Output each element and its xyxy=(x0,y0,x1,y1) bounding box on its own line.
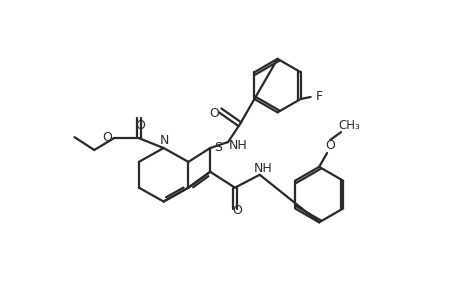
Text: N: N xyxy=(160,134,169,147)
Text: O: O xyxy=(325,139,334,152)
Text: S: S xyxy=(213,140,222,154)
Text: O: O xyxy=(102,130,112,144)
Text: O: O xyxy=(231,204,241,217)
Text: NH: NH xyxy=(228,139,247,152)
Text: CH₃: CH₃ xyxy=(337,119,359,132)
Text: NH: NH xyxy=(253,162,271,175)
Text: F: F xyxy=(315,89,322,103)
Text: O: O xyxy=(134,119,145,132)
Text: O: O xyxy=(209,107,218,120)
